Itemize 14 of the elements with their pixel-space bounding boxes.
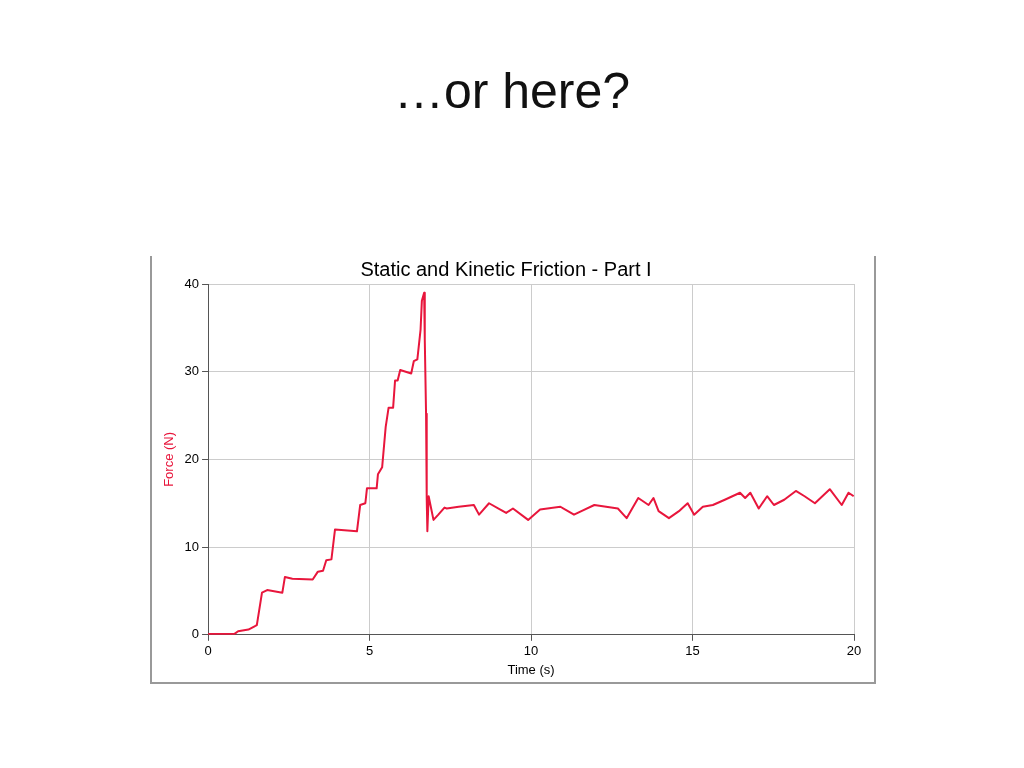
y-tick-label: 40	[184, 275, 200, 291]
x-tick-label: 10	[523, 643, 539, 659]
x-tick-label: 5	[365, 643, 374, 659]
chart-subtitle: Static and Kinetic Friction - Part I	[360, 257, 652, 280]
x-axis-title: Time (s)	[507, 661, 555, 677]
chart-title: …or here?	[392, 62, 632, 120]
x-tick-label: 15	[685, 643, 700, 659]
y-tick-label: 30	[184, 363, 200, 379]
y-tick-label: 0	[191, 626, 200, 642]
y-tick-label: 20	[184, 450, 200, 466]
y-tick-label: 10	[184, 538, 200, 554]
y-axis-title: Force (N)	[161, 431, 177, 487]
x-tick-label: 20	[846, 643, 862, 659]
x-tick-label: 0	[204, 643, 212, 659]
